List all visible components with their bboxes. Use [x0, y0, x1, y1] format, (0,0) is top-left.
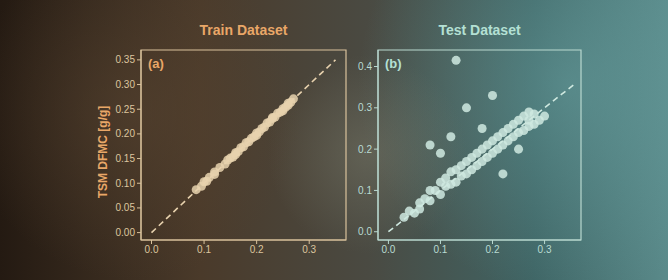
svg-text:0.1: 0.1	[434, 244, 448, 255]
svg-text:0.25: 0.25	[116, 104, 136, 115]
html-text:(b): (b)	[385, 56, 402, 71]
html-text:Train Dataset: Train Dataset	[199, 22, 288, 38]
svg-text:0.35: 0.35	[116, 54, 136, 65]
html-text:Test Dataset: Test Dataset	[438, 22, 521, 38]
svg-text:0.30: 0.30	[116, 79, 136, 90]
svg-text:0.3: 0.3	[538, 244, 552, 255]
svg-text:0.0: 0.0	[381, 244, 395, 255]
svg-text:0.00: 0.00	[116, 227, 136, 238]
svg-text:0.3: 0.3	[358, 102, 372, 113]
svg-text:0.0: 0.0	[358, 226, 372, 237]
svg-text:0.0: 0.0	[145, 244, 159, 255]
svg-text:0.2: 0.2	[358, 144, 372, 155]
svg-text:0.2: 0.2	[486, 244, 500, 255]
svg-text:0.1: 0.1	[358, 185, 372, 196]
svg-text:0.05: 0.05	[116, 202, 136, 213]
html-text:(a): (a)	[148, 56, 164, 71]
svg-text:0.10: 0.10	[116, 178, 136, 189]
svg-text:0.1: 0.1	[197, 244, 211, 255]
svg-text:0.2: 0.2	[250, 244, 264, 255]
svg-text:0.20: 0.20	[116, 128, 136, 139]
svg-text:0.3: 0.3	[302, 244, 316, 255]
svg-text:0.4: 0.4	[358, 61, 372, 72]
html-text:TSM DFMC [g/g]: TSM DFMC [g/g]	[96, 105, 110, 199]
svg-text:0.15: 0.15	[116, 153, 136, 164]
